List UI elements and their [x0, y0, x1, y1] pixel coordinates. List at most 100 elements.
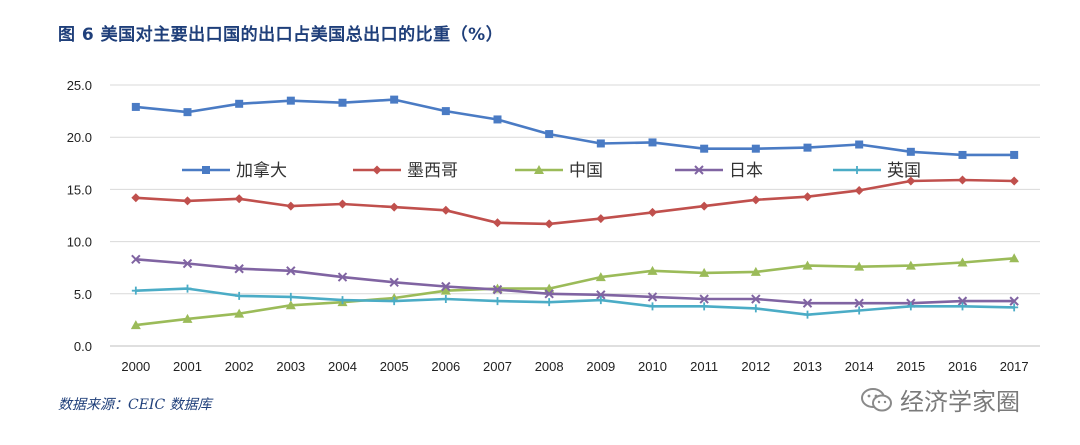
data-point [958, 150, 967, 159]
legend-marker [534, 165, 544, 174]
data-point [596, 290, 606, 300]
data-point [338, 199, 347, 209]
data-point [699, 201, 709, 211]
data-point [131, 286, 140, 295]
data-point [493, 297, 502, 306]
legend-item: 中国 [515, 161, 603, 181]
data-point [648, 207, 657, 217]
x-tick-label: 2010 [638, 359, 667, 374]
legend-marker [853, 166, 861, 174]
data-point [1009, 296, 1019, 306]
data-point [750, 266, 761, 276]
y-tick-label: 10.0 [67, 235, 92, 250]
data-point [958, 175, 967, 185]
data-point [390, 297, 399, 306]
series-line [135, 258, 1015, 305]
x-tick-label: 2000 [121, 359, 150, 374]
data-point [596, 296, 605, 305]
data-point [493, 115, 502, 124]
data-point [1010, 303, 1019, 312]
data-point [854, 185, 864, 195]
legend: 加拿大 墨西哥 中国 日本 英国 [182, 160, 921, 181]
x-tick-label: 2014 [845, 359, 874, 374]
data-point [751, 304, 760, 313]
data-point [854, 261, 865, 271]
data-point [544, 219, 554, 229]
y-tick-label: 25.0 [67, 78, 92, 93]
data-point [493, 218, 502, 228]
data-point [130, 320, 141, 330]
data-point [390, 95, 399, 104]
x-tick-label: 2008 [535, 359, 564, 374]
data-point [700, 144, 709, 153]
series-4 [131, 254, 1019, 308]
data-point [802, 260, 813, 270]
legend-item: 英国 [833, 161, 921, 181]
data-point [235, 99, 244, 108]
data-point [699, 294, 709, 304]
data-point [1010, 150, 1019, 159]
data-point [183, 108, 192, 117]
data-point [131, 193, 141, 203]
data-point [596, 139, 605, 148]
data-point [338, 296, 347, 305]
data-point [906, 302, 915, 311]
legend-label: 中国 [569, 161, 603, 181]
y-tick-label: 20.0 [67, 130, 92, 145]
x-axis-tick-labels: 2000 2001 2002 2003 2004 2005 2006 2007 2008 2009… [121, 359, 1028, 374]
data-point [802, 298, 813, 308]
data-point [286, 266, 296, 276]
data-point [286, 201, 296, 211]
data-point [441, 205, 451, 215]
series-2 [131, 175, 1019, 229]
x-tick-label: 2003 [276, 359, 305, 374]
data-point [182, 258, 193, 269]
data-point [131, 102, 140, 111]
series-3 [130, 253, 1020, 330]
legend-item: 日本 [675, 161, 763, 181]
data-point [648, 138, 657, 147]
series-5 [131, 284, 1019, 319]
data-point [285, 300, 296, 310]
legend-item: 加拿大 [182, 160, 287, 181]
data-point [545, 130, 554, 139]
x-tick-label: 2012 [741, 359, 770, 374]
data-point [183, 284, 192, 293]
series-lines [130, 95, 1020, 330]
y-tick-label: 15.0 [67, 182, 92, 197]
data-point [338, 98, 347, 107]
data-point [1009, 253, 1020, 263]
data-point [855, 140, 864, 149]
x-tick-label: 2006 [431, 359, 460, 374]
legend-label: 墨西哥 [407, 161, 458, 181]
watermark-text: 经济学家圈 [900, 388, 1020, 416]
legend-label: 英国 [887, 161, 921, 181]
data-point [957, 296, 968, 306]
x-tick-label: 2017 [1000, 359, 1029, 374]
data-point [389, 202, 399, 212]
data-point [182, 313, 193, 323]
data-point [337, 272, 348, 282]
data-point [492, 284, 503, 295]
data-point [544, 289, 554, 299]
data-point [699, 267, 710, 277]
data-point [906, 176, 916, 186]
series-line [135, 98, 1015, 157]
data-point [595, 272, 606, 282]
data-point [286, 292, 295, 301]
x-tick-label: 2009 [586, 359, 615, 374]
chart-title: 图 6 美国对主要出口国的出口占美国总出口的比重（%） [58, 25, 504, 45]
data-point [648, 302, 657, 311]
data-point [234, 308, 245, 318]
legend-item: 墨西哥 [353, 161, 458, 181]
data-point [440, 285, 451, 295]
wechat-icon [861, 387, 892, 411]
x-tick-label: 2016 [948, 359, 977, 374]
data-point [854, 298, 864, 308]
data-point [803, 192, 812, 202]
data-point [803, 143, 812, 152]
data-point [441, 281, 451, 292]
data-point [647, 292, 658, 302]
legend-marker [202, 166, 210, 174]
